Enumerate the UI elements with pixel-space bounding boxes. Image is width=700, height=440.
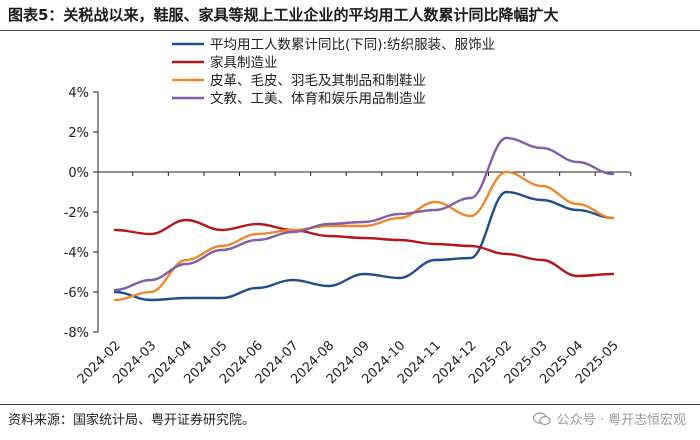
- legend: 平均用工人数累计同比(下同):纺织服装、服饰业家具制造业皮革、毛皮、羽毛及其制品…: [172, 37, 495, 107]
- y-tick-label: 4%: [68, 86, 89, 101]
- line-chart: 4%2%0%-2%-4%-6%-8%2024-022024-032024-042…: [64, 37, 632, 387]
- source-note: 资料来源：国家统计局、粤开证券研究院。: [8, 413, 256, 428]
- wechat-icon: [532, 411, 551, 425]
- title-bar: 图表5：关税战以来，鞋服、家具等规上工业企业的平均用工人数累计同比降幅扩大: [0, 0, 700, 31]
- y-tick-label: -8%: [64, 326, 89, 341]
- series-line-1: [113, 190, 615, 302]
- y-tick-label: 2%: [68, 126, 89, 141]
- watermark-text: 公众号 · 粤开志恒宏观: [556, 413, 686, 428]
- y-tick-label: -6%: [64, 286, 89, 301]
- series-line-2: [113, 218, 615, 278]
- y-tick-label: 0%: [68, 166, 89, 181]
- series-line-4: [113, 136, 615, 292]
- series-lines: [113, 136, 615, 302]
- footer-divider: [0, 404, 700, 405]
- series-line-3: [113, 170, 615, 302]
- legend-label: 平均用工人数累计同比(下同):纺织服装、服饰业: [210, 37, 495, 53]
- legend-label: 家具制造业: [210, 54, 278, 71]
- chart-title: 图表5：关税战以来，鞋服、家具等规上工业企业的平均用工人数累计同比降幅扩大: [8, 6, 559, 24]
- y-tick-label: -2%: [64, 206, 89, 221]
- y-tick-label: -4%: [64, 246, 89, 261]
- legend-label: 皮革、毛皮、羽毛及其制品和制鞋业: [210, 73, 426, 89]
- watermark: 公众号 · 粤开志恒宏观: [532, 409, 686, 428]
- legend-label: 文教、工美、体育和娱乐用品制造业: [210, 91, 426, 107]
